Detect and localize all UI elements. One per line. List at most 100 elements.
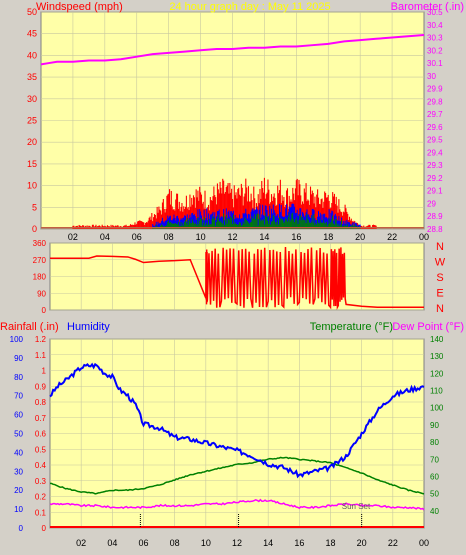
dewpoint-line [49,498,425,511]
temperature-line [49,456,425,495]
x-tick-label: 20 [355,232,365,242]
y2-tick-label: 29.5 [427,136,443,145]
rain-tick-label: 0.3 [35,477,47,486]
compass-label: S [436,272,443,284]
rain-tick-label: 0.6 [35,430,47,439]
x-tick-label: 16 [294,538,304,548]
y2-tick-label: 29.8 [427,97,443,106]
y2-tick-label: 29.6 [427,123,443,132]
temperature-tick-label: 40 [430,507,439,516]
y2-tick-label: 28.8 [427,225,443,234]
direction-tick-label: 270 [33,256,47,265]
y-tick-label: 5 [32,202,37,212]
y-tick-label: 30 [27,94,37,104]
y2-tick-label: 29.9 [427,85,443,94]
humidity-tick-label: 50 [14,430,23,439]
temperature-tick-label: 90 [430,421,439,430]
dewpoint-label: Dew Point (°F) [392,321,464,333]
compass-label: W [435,257,446,269]
barometer-line [40,33,425,66]
direction-tick-label: 360 [33,239,47,248]
rain-tick-label: 0.8 [35,398,47,407]
compass-label: N [436,241,444,253]
rain-tick-label: 0.1 [35,508,47,517]
rainfall-label: Rainfall (.in) [0,321,59,333]
humidity-tick-label: 100 [10,335,24,344]
y2-tick-label: 30.3 [427,34,443,43]
x-tick-label: 04 [100,232,110,242]
humidity-tick-label: 0 [19,524,24,533]
humidity-label: Humidity [67,321,110,333]
temperature-tick-label: 130 [430,352,444,361]
barometer-label: Barometer (.in) [391,1,464,13]
y2-tick-label: 29.4 [427,148,443,157]
temperature-tick-label: 80 [430,438,439,447]
x-tick-label: 00 [419,538,429,548]
x-tick-label: 08 [164,232,174,242]
x-tick-label: 06 [132,232,142,242]
chart-title: 24 hour graph day : May 11 2025 [169,1,330,13]
x-tick-label: 00 [419,232,429,242]
x-tick-label: 18 [325,538,335,548]
x-tick-label: 02 [68,232,78,242]
rain-tick-label: 0.4 [35,461,47,470]
x-tick-label: 14 [259,232,269,242]
y2-tick-label: 30.5 [427,8,443,17]
y2-tick-label: 30.1 [427,59,443,68]
temperature-tick-label: 120 [430,369,444,378]
x-tick-label: 20 [357,538,367,548]
humidity-tick-label: 40 [14,448,23,457]
temperature-tick-label: 50 [430,490,439,499]
x-tick-label: 10 [196,232,206,242]
y-tick-label: 10 [27,181,37,191]
rain-tick-label: 0.7 [35,414,47,423]
y2-tick-label: 30.2 [427,46,443,55]
rain-tick-label: 0.2 [35,493,47,502]
x-tick-label: 06 [138,538,148,548]
x-tick-label: 10 [201,538,211,548]
direction-tick-label: 180 [33,273,47,282]
y2-tick-label: 28.9 [427,212,443,221]
x-tick-label: 12 [232,538,242,548]
y2-tick-label: 30.4 [427,21,443,30]
y2-tick-label: 29.7 [427,110,443,119]
rain-tick-label: 1.1 [35,351,47,360]
y-tick-label: 45 [27,29,37,39]
x-tick-label: 14 [263,538,273,548]
humidity-tick-label: 20 [14,486,23,495]
rain-tick-label: 0.5 [35,445,47,454]
temperature-tick-label: 140 [430,335,444,344]
y2-tick-label: 29 [427,199,436,208]
y-tick-label: 40 [27,50,37,60]
temperature-tick-label: 60 [430,472,439,481]
temperature-tick-label: 100 [430,404,444,413]
x-tick-label: 16 [291,232,301,242]
x-tick-label: 18 [323,232,333,242]
temperature-tick-label: 70 [430,455,439,464]
humidity-tick-label: 60 [14,411,23,420]
rain-tick-label: 1.2 [35,335,47,344]
humidity-tick-label: 80 [14,373,23,382]
rain-tick-label: 0 [42,524,47,533]
wind-direction-line [50,246,424,311]
compass-label: E [436,288,443,300]
humidity-tick-label: 70 [14,392,23,401]
humidity-tick-label: 30 [14,467,23,476]
y-tick-label: 50 [27,7,37,17]
humidity-tick-label: 10 [14,505,23,514]
y-tick-label: 35 [27,72,37,82]
rain-tick-label: 1 [42,367,47,376]
y2-tick-label: 30 [427,72,436,81]
x-tick-label: 04 [107,538,117,548]
x-tick-label: 22 [387,232,397,242]
x-tick-label: 02 [76,538,86,548]
x-tick-label: 22 [388,538,398,548]
y-tick-label: 20 [27,137,37,147]
humidity-tick-label: 90 [14,354,23,363]
y-tick-label: 0 [32,224,37,234]
sunset-annotation: Sun Set [342,502,371,511]
direction-tick-label: 0 [42,306,47,315]
y2-tick-label: 29.3 [427,161,443,170]
y2-tick-label: 29.2 [427,174,443,183]
